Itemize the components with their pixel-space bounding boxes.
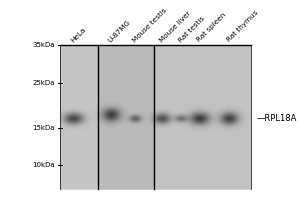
Text: Mouse liver: Mouse liver bbox=[158, 10, 192, 43]
Text: U-87MG: U-87MG bbox=[107, 19, 132, 43]
Text: Rat thymus: Rat thymus bbox=[225, 10, 259, 43]
Text: 35kDa: 35kDa bbox=[33, 42, 55, 48]
Bar bbox=[61, 45, 98, 189]
Text: Mouse testis: Mouse testis bbox=[131, 7, 168, 43]
Text: HeLa: HeLa bbox=[70, 26, 87, 43]
Text: Rat testis: Rat testis bbox=[177, 15, 206, 43]
Text: 25kDa: 25kDa bbox=[33, 80, 55, 86]
Text: 10kDa: 10kDa bbox=[32, 162, 55, 168]
Bar bbox=[154, 45, 251, 189]
Text: Rat spleen: Rat spleen bbox=[196, 12, 227, 43]
Bar bbox=[98, 45, 154, 189]
Text: 15kDa: 15kDa bbox=[33, 125, 55, 131]
Text: —RPL18A: —RPL18A bbox=[256, 114, 297, 123]
